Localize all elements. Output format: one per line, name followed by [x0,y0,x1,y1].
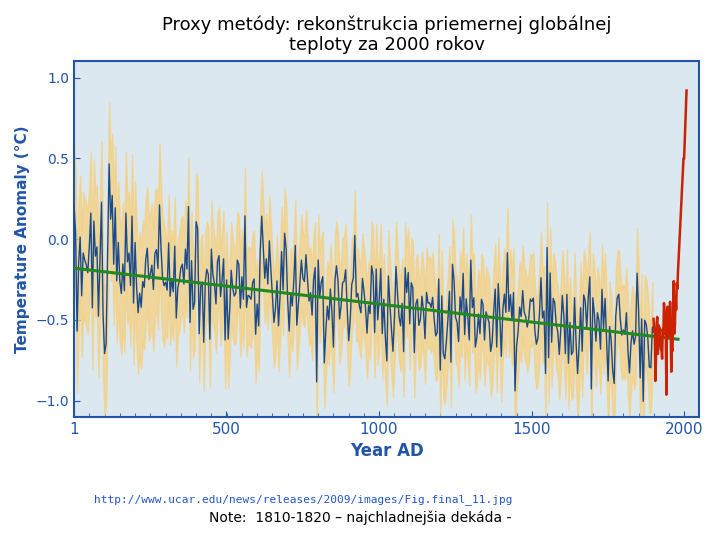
X-axis label: Year AD: Year AD [350,442,423,460]
Text: Note:  1810-1820 – najchladnejšia dekáda -: Note: 1810-1820 – najchladnejšia dekáda … [209,510,511,525]
Y-axis label: Temperature Anomaly (°C): Temperature Anomaly (°C) [15,125,30,353]
FancyBboxPatch shape [0,0,720,523]
Title: Proxy metódy: rekonštrukcia priemernej globálnej
teploty za 2000 rokov: Proxy metódy: rekonštrukcia priemernej g… [162,15,611,55]
Text: http://www.ucar.edu/news/releases/2009/images/Fig.final_11.jpg: http://www.ucar.edu/news/releases/2009/i… [94,494,512,505]
